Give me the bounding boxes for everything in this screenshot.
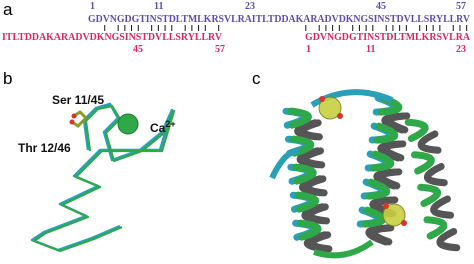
helix-segment — [300, 147, 326, 169]
helix-segment — [303, 175, 328, 197]
panel-label: c — [252, 69, 261, 88]
alignment-ticks — [104, 25, 468, 31]
residue-number: 45 — [133, 44, 143, 55]
residue-number: 11 — [366, 44, 375, 55]
helix-segment — [385, 112, 411, 134]
oxygen — [401, 220, 407, 226]
ribbon-structure — [269, 89, 461, 259]
helix-segment — [404, 118, 429, 143]
panel-label: a — [3, 0, 13, 19]
helix-segment — [417, 183, 442, 208]
residue-number: 45 — [376, 1, 386, 12]
helix-segment — [297, 219, 322, 241]
residue-number: 23 — [245, 1, 255, 12]
helix-segment — [430, 195, 455, 219]
helix-segment — [373, 122, 399, 144]
ion: Ca — [150, 121, 166, 135]
calcium-sphere — [318, 96, 342, 120]
top-numbers: 1 11 23 45 57 — [90, 1, 466, 12]
backbone-trace — [30, 102, 176, 253]
helix-segment — [377, 168, 403, 190]
helix-segment — [423, 216, 448, 240]
helix-segment — [365, 178, 391, 200]
helix-segment — [369, 150, 395, 172]
helix-segment — [423, 162, 448, 187]
bottom-numbers: 45 57 1 11 23 — [133, 44, 466, 55]
helix-segment — [305, 203, 331, 225]
helix-segment — [294, 191, 320, 213]
residue-number: 11 — [154, 1, 163, 12]
helix-segment — [287, 107, 312, 129]
annotation: Ser 11/45 — [52, 93, 104, 107]
top-sequence: GDVNGDGTINSTDLTMLKRSVLRAITLTDDAKARADVDKN… — [88, 14, 470, 25]
panel-label: b — [3, 69, 12, 88]
residue-number: 57 — [456, 1, 466, 12]
annotation: Ca2+ — [150, 119, 176, 135]
helix-segment — [361, 206, 387, 228]
annotation: Thr 12/46 — [18, 141, 71, 155]
loop — [313, 239, 374, 259]
helix-segment — [417, 130, 442, 154]
oxygen — [319, 96, 325, 102]
helix-segment — [298, 119, 323, 141]
oxygen — [337, 113, 343, 119]
residue-number: 1 — [306, 44, 311, 55]
helix-segment — [436, 227, 461, 252]
oxygen — [383, 203, 389, 209]
bottom-sequence: ITLTDDAKARADVDKNGSINSTDVLLSRYLLRV — [2, 32, 222, 43]
residue-number: 57 — [215, 44, 225, 55]
calcium-sphere — [382, 203, 406, 227]
trace-green — [32, 104, 176, 253]
residue-number: 23 — [456, 44, 466, 55]
helix-segment — [381, 140, 407, 162]
helix-segment — [369, 224, 395, 246]
helix-segment — [410, 151, 435, 175]
ion-charge: 2+ — [165, 119, 175, 129]
side-chains — [69, 110, 88, 128]
calcium-sphere — [117, 113, 139, 135]
loop — [269, 147, 301, 180]
helix-segment — [308, 231, 333, 253]
residue-number: 1 — [90, 1, 95, 12]
helix-segment — [292, 163, 317, 185]
bottom-sequence: GDVNGDGTINSTDLTMLKRSVLRA — [305, 32, 470, 43]
